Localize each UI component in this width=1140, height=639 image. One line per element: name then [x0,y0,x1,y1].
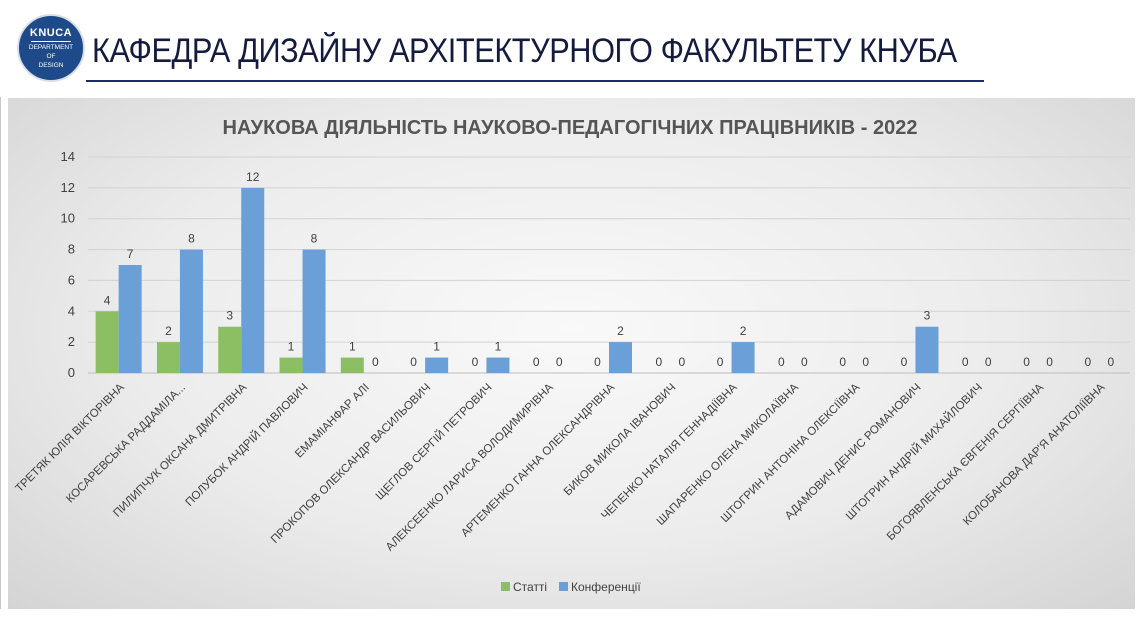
data-label: 0 [839,355,846,369]
bar-articles [156,342,180,373]
category-label: АДАМОВИЧ ДЕНИС РОМАНОВИЧ [783,382,924,523]
logo-bottom-text: DEPARTMENT OF DESIGN [19,43,83,70]
y-tick-label: 10 [61,211,75,226]
y-tick-label: 2 [68,334,75,349]
bar-conferences [609,342,632,373]
chart-legend: Статті Конференції [501,580,641,594]
data-label: 0 [472,355,479,369]
bar-conferences [915,326,939,373]
category-label: КОСАРЕВСЬКА РАДДАМІЛА... [64,382,188,506]
data-label: 12 [246,170,260,184]
bar-conferences [731,342,755,373]
data-label: 1 [495,340,502,354]
header-underline [86,80,984,82]
y-tick-label: 12 [61,180,75,195]
bar-conferences [179,249,203,373]
data-label: 1 [288,340,295,354]
bar-articles [279,357,303,373]
data-label: 1 [349,340,356,354]
data-label: 3 [226,309,233,323]
left-divider [0,97,1,609]
category-label: КОЛОБАНОВА ДАР'Я АНАТОЛІЇВНА [961,381,1107,527]
data-label: 3 [924,309,931,323]
y-tick-label: 4 [68,303,75,318]
y-tick-label: 6 [68,272,75,287]
bar-articles [95,311,119,373]
data-label: 0 [655,355,662,369]
bar-conferences [425,357,449,373]
data-label: 7 [127,247,134,261]
y-tick-label: 0 [68,365,75,380]
category-label: ЩЕГЛОВ СЕРГІЙ ПЕТРОВИЧ [373,381,495,503]
y-axis-ticks: 0 2 4 6 8 10 12 14 [61,149,75,380]
data-label: 2 [740,324,747,338]
category-label: ЧЕПЕНКО НАТАЛІЯ ГЕННАДІЇВНА [599,381,740,522]
data-label: 8 [311,232,318,246]
data-label: 0 [985,355,992,369]
data-label: 0 [1023,355,1030,369]
logo-divider [31,41,71,42]
y-tick-label: 8 [68,242,75,257]
data-label: 0 [678,355,685,369]
category-label: ПИЛИПЧУК ОКСАНА ДМИТРІВНА [111,381,249,519]
data-label: 0 [801,355,808,369]
data-label: 0 [862,355,869,369]
logo-top-text: KNUCA [29,27,73,39]
data-label: 0 [372,355,379,369]
bar-conferences [302,249,326,373]
logo-line-2: OF [46,53,56,60]
bar-articles [340,357,364,373]
chart-title: НАУКОВА ДІЯЛЬНІСТЬ НАУКОВО-ПЕДАГОГІЧНИХ … [223,117,918,139]
category-label: ТРЕТЯК ЮЛІЯ ВІКТОРІВНА [13,381,127,495]
data-label: 4 [104,293,111,307]
data-label: 1 [433,340,440,354]
data-label: 8 [188,232,195,246]
bar-conferences [241,187,265,373]
data-label: 0 [778,355,785,369]
data-label: 2 [617,324,624,338]
data-labels: 4 7 2 8 3 12 1 8 1 0 0 1 0 1 0 0 0 2 0 0 0 2 0 0 0 0 0 3 0 0 0 0 0 0 [104,170,1115,369]
data-label: 0 [1108,355,1115,369]
category-label: ШАПАРЕНКО ОЛЕНА МИКОЛАЇВНА [655,381,802,528]
data-label: 0 [901,355,908,369]
data-label: 0 [962,355,969,369]
data-label: 0 [556,355,563,369]
data-label: 0 [410,355,417,369]
bar-articles [218,326,242,373]
bar-conferences [486,357,510,373]
legend-swatch-conferences [559,582,568,591]
category-label: ШТОГРИН АНДРІЙ МИХАЙЛОВИЧ [843,381,985,523]
logo-line-3: DESIGN [38,62,64,69]
category-label: ШТОГРИН АНТОНІНА ОЛЕКСІЇВНА [719,381,863,525]
knuca-logo: KNUCA DEPARTMENT OF DESIGN [17,14,85,82]
data-label: 0 [1085,355,1092,369]
category-label: БИКОВ МИКОЛА ІВАНОВИЧ [562,382,679,499]
page-title: КАФЕДРА ДИЗАЙНУ АРХІТЕКТУРНОГО ФАКУЛЬТЕТ… [92,32,957,70]
data-label: 0 [717,355,724,369]
data-label: 2 [165,324,172,338]
legend-swatch-articles [501,582,510,591]
data-label: 0 [1046,355,1053,369]
data-label: 0 [533,355,540,369]
logo-line-1: DEPARTMENT [28,44,74,51]
legend-label-conferences: Конференції [571,580,641,594]
data-label: 0 [594,355,601,369]
bar-conferences [118,265,142,373]
legend-label-articles: Статті [513,580,547,594]
y-tick-label: 14 [61,149,75,164]
category-label: ПОЛУБОК АНДРІЙ ПАВЛОВИЧ [183,381,311,509]
chart-bars [95,187,939,373]
